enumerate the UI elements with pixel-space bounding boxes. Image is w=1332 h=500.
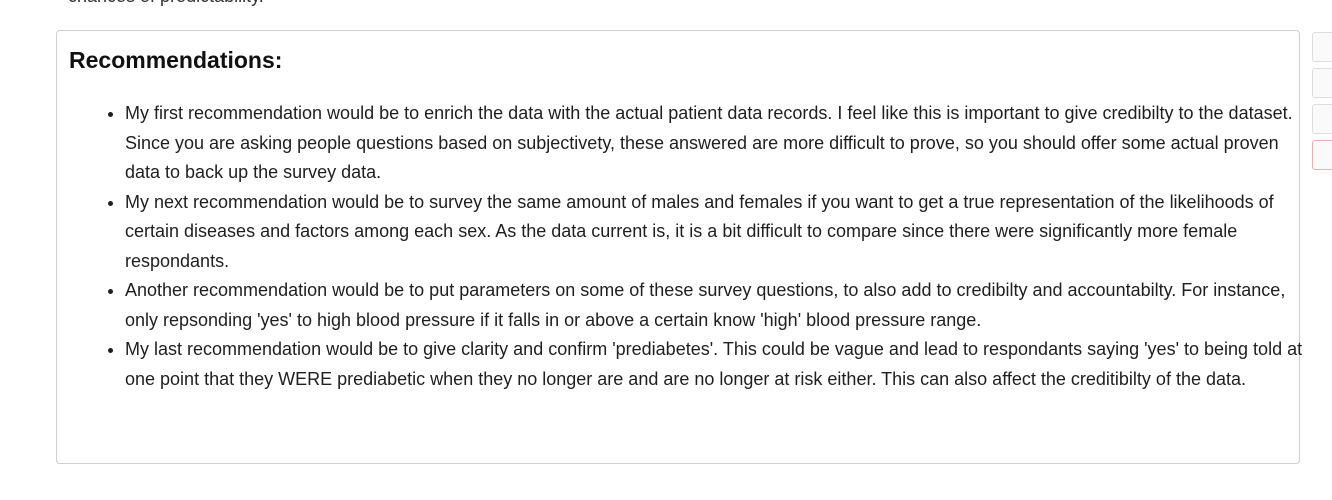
recommendation-list: My first recommendation would be to enri… <box>101 99 1315 394</box>
list-item: Another recommendation would be to put p… <box>125 276 1315 335</box>
cell-toolbar <box>1312 32 1332 192</box>
list-item: My last recommendation would be to give … <box>125 335 1315 394</box>
list-item: My first recommendation would be to enri… <box>125 99 1315 188</box>
markdown-cell[interactable]: Recommendations: My first recommendation… <box>56 30 1302 464</box>
list-item: My next recommendation would be to surve… <box>125 188 1315 277</box>
toolbar-button[interactable] <box>1312 68 1332 98</box>
cell-heading: Recommendations: <box>69 47 283 73</box>
toolbar-button[interactable] <box>1312 32 1332 62</box>
previous-cell-text: chances of predictability. <box>68 0 264 7</box>
toolbar-button[interactable] <box>1312 104 1332 134</box>
toolbar-button[interactable] <box>1312 140 1332 170</box>
